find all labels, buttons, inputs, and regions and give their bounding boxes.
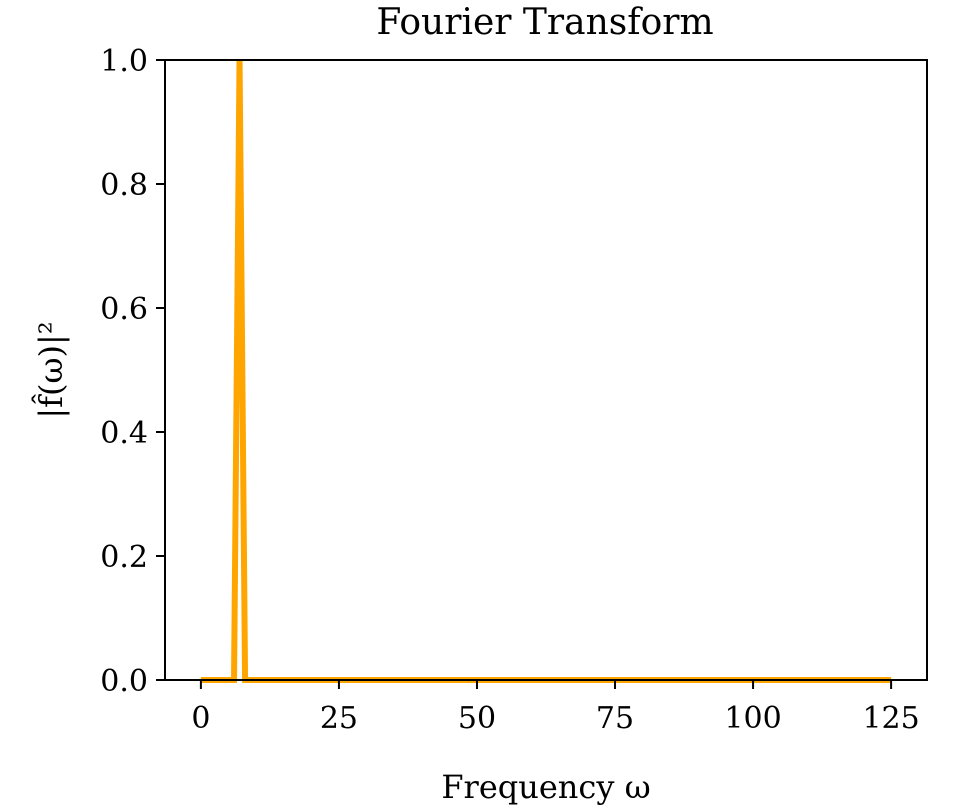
y-tick-label: 0.8 bbox=[100, 168, 148, 203]
y-tick-label: 0.0 bbox=[100, 664, 148, 699]
series-line-0 bbox=[200, 59, 892, 683]
y-tick-label: 1.0 bbox=[100, 44, 148, 79]
y-axis-label: |f̂(ω)|² bbox=[31, 321, 70, 418]
x-tick-label: 125 bbox=[862, 701, 919, 736]
x-axis-label: Frequency ω bbox=[441, 768, 650, 806]
y-tick-label: 0.4 bbox=[100, 416, 148, 451]
plot-layer bbox=[200, 59, 892, 683]
plot-frame bbox=[164, 59, 928, 681]
x-tick-label: 0 bbox=[191, 701, 210, 736]
axes-layer: 0 25 50 75 100 125 0.0 0.2 0.4 0.6 0.8 1.0 bbox=[100, 44, 928, 736]
y-tick-label: 0.6 bbox=[100, 292, 148, 327]
x-tick-label: 25 bbox=[320, 701, 358, 736]
x-tick-label: 75 bbox=[596, 701, 634, 736]
x-tick-label: 50 bbox=[458, 701, 496, 736]
y-tick-label: 0.2 bbox=[100, 540, 148, 575]
x-tick-label: 100 bbox=[724, 701, 781, 736]
chart-title: Fourier Transform bbox=[376, 2, 713, 43]
